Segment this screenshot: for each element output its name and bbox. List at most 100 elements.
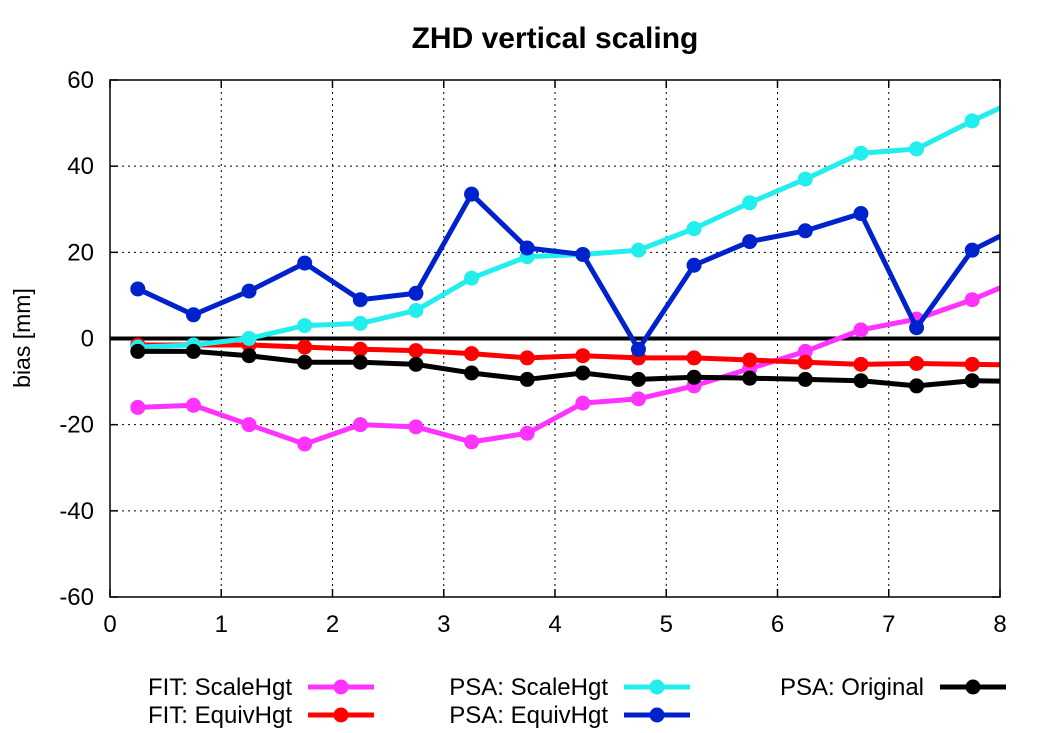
- legend-swatch-marker: [333, 707, 349, 723]
- data-point: [519, 371, 535, 387]
- y-tick-label: -60: [59, 584, 94, 611]
- series-line: [137, 105, 1000, 350]
- data-point: [408, 302, 424, 318]
- data-point: [575, 365, 591, 381]
- data-point: [464, 365, 480, 381]
- data-point: [686, 350, 702, 366]
- data-point: [297, 339, 313, 355]
- data-point: [964, 373, 980, 389]
- y-tick-label: -20: [59, 412, 94, 439]
- data-point: [130, 343, 146, 359]
- data-point: [797, 223, 813, 239]
- legend-label: FIT: ScaleHgt: [148, 674, 292, 701]
- data-point: [297, 318, 313, 334]
- x-tick-label: 4: [548, 611, 561, 638]
- plot-series: [130, 88, 1035, 452]
- data-point: [742, 370, 758, 386]
- series-fit-scalehgt: [130, 269, 1035, 452]
- x-tick-label: 6: [771, 611, 784, 638]
- data-point: [130, 399, 146, 415]
- legend-swatch-marker: [965, 679, 981, 695]
- x-tick-label: 3: [437, 611, 450, 638]
- legend-label: PSA: Original: [780, 674, 924, 701]
- data-point: [241, 331, 257, 346]
- data-point: [241, 417, 257, 433]
- data-point: [519, 425, 535, 441]
- data-point: [185, 397, 201, 413]
- data-point: [742, 352, 758, 368]
- x-tick-label: 5: [660, 611, 673, 638]
- data-point: [964, 356, 980, 372]
- y-tick-label: 40: [67, 153, 94, 180]
- data-point: [630, 341, 646, 357]
- data-point: [797, 343, 813, 359]
- x-tick-label: 7: [882, 611, 895, 638]
- data-point: [742, 195, 758, 211]
- data-point: [352, 417, 368, 433]
- data-point: [408, 356, 424, 372]
- data-point: [464, 434, 480, 450]
- legend-label: FIT: EquivHgt: [148, 702, 292, 729]
- x-tick-label: 1: [215, 611, 228, 638]
- data-point: [297, 436, 313, 452]
- data-point: [464, 186, 480, 202]
- data-point: [742, 234, 758, 250]
- data-point: [686, 369, 702, 385]
- data-point: [964, 242, 980, 258]
- data-point: [130, 281, 146, 297]
- data-point: [853, 373, 869, 389]
- data-point: [185, 343, 201, 359]
- data-point: [1020, 358, 1035, 373]
- data-point: [630, 371, 646, 387]
- series-psa-original: [130, 343, 1000, 394]
- data-point: [630, 391, 646, 407]
- data-point: [1020, 215, 1035, 230]
- data-point: [408, 419, 424, 435]
- data-point: [686, 257, 702, 273]
- data-point: [408, 343, 424, 359]
- data-point: [853, 322, 869, 338]
- data-point: [797, 171, 813, 187]
- x-tick-label: 8: [993, 611, 1006, 638]
- data-point: [909, 320, 925, 336]
- legend-label: PSA: EquivHgt: [449, 702, 608, 729]
- data-point: [352, 341, 368, 357]
- data-point: [853, 356, 869, 372]
- data-point: [575, 246, 591, 262]
- y-tick-label: -40: [59, 498, 94, 525]
- legend-entry: PSA: Original: [780, 674, 1006, 701]
- data-point: [1020, 269, 1035, 284]
- data-point: [241, 348, 257, 364]
- x-tick-label: 2: [326, 611, 339, 638]
- series-psa-equivhgt: [130, 186, 1035, 357]
- data-point: [464, 270, 480, 286]
- data-point: [297, 354, 313, 370]
- y-tick-label: 60: [67, 67, 94, 94]
- data-point: [352, 354, 368, 370]
- y-axis-label: bias [mm]: [9, 288, 35, 388]
- data-point: [630, 242, 646, 258]
- data-point: [408, 285, 424, 301]
- data-point: [352, 315, 368, 331]
- data-point: [185, 307, 201, 323]
- data-point: [909, 378, 925, 394]
- legend-entry: FIT: ScaleHgt: [148, 674, 374, 701]
- legend-swatch-marker: [649, 707, 665, 723]
- data-point: [797, 354, 813, 370]
- data-point: [909, 141, 925, 157]
- data-point: [797, 371, 813, 387]
- data-point: [352, 292, 368, 308]
- x-tick-label: 0: [103, 611, 116, 638]
- data-point: [519, 240, 535, 256]
- data-point: [1020, 88, 1035, 103]
- legend-entry: FIT: EquivHgt: [148, 702, 374, 729]
- series-line: [136, 191, 1000, 352]
- axis-ticks: 0 1 2 3 4 5 6 7 8 -60 -40 -20 0 20 40 60: [59, 67, 1006, 638]
- y-tick-label: 0: [81, 326, 94, 353]
- data-point: [853, 206, 869, 222]
- data-point: [964, 292, 980, 308]
- chart-title: ZHD vertical scaling: [412, 22, 699, 55]
- data-point: [241, 283, 257, 299]
